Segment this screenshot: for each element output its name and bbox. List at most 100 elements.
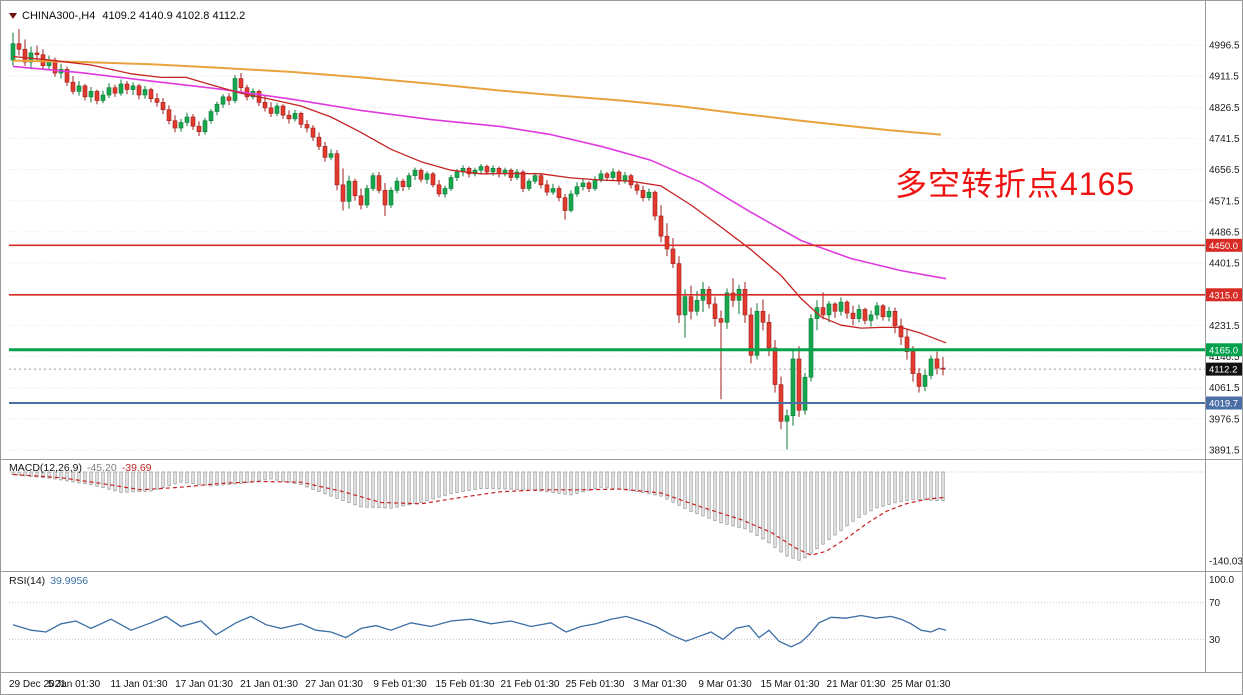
macd-histogram-bar xyxy=(449,471,453,494)
macd-histogram-bar xyxy=(263,471,267,481)
rsi-value: 39.9956 xyxy=(50,575,89,587)
main-grid: 4996.5 4911.5 4826.5 4741.5 4656.5 4571.5 4486… xyxy=(9,41,1240,457)
candle-body xyxy=(670,248,676,264)
y-axis-tick-label: 4061.5 xyxy=(1209,383,1240,394)
chart-annotation-text: 多空转折点4165 xyxy=(895,166,1136,202)
macd-histogram-bar xyxy=(77,471,81,484)
candle-body xyxy=(184,116,190,123)
y-axis-tick-label: 4826.5 xyxy=(1209,103,1240,114)
macd-histogram-bar xyxy=(935,471,939,501)
candle-body xyxy=(334,153,340,186)
macd-histogram-bar xyxy=(593,471,597,490)
macd-histogram-bar xyxy=(839,471,843,531)
macd-histogram-bar xyxy=(245,471,249,483)
candle-body xyxy=(766,321,772,349)
macd-histogram-bar xyxy=(113,471,117,492)
macd-histogram-bar xyxy=(473,471,477,490)
macd-histogram-bar xyxy=(719,471,723,524)
macd-histogram-bar xyxy=(713,471,717,521)
macd-histogram-bar xyxy=(209,471,213,487)
price-tag-4019.7-label: 4019.7 xyxy=(1209,399,1238,410)
candle-body xyxy=(898,325,904,338)
macd-histogram-bar xyxy=(461,471,465,492)
candle-body xyxy=(904,336,910,352)
candle-body xyxy=(574,186,580,195)
macd-histogram-bar xyxy=(509,471,513,490)
candle-body xyxy=(310,127,316,138)
macd-histogram-bar xyxy=(887,471,891,505)
macd-histogram-bar xyxy=(671,471,675,503)
x-axis-tick-label: 9 Mar 01:30 xyxy=(698,679,752,690)
candle-body xyxy=(364,188,370,206)
candle-body xyxy=(166,109,172,121)
macd-histogram-bar xyxy=(701,471,705,517)
x-axis-tick-label: 15 Feb 01:30 xyxy=(436,679,495,690)
candle-body xyxy=(394,180,400,191)
symbol-timeframe-label: CHINA300-,H4 xyxy=(22,10,96,22)
candle-body xyxy=(406,175,412,187)
candle-body xyxy=(280,105,286,116)
macd-histogram-bar xyxy=(401,471,405,507)
time-scale[interactable] xyxy=(1,673,1243,695)
price-tag-4450.0 xyxy=(1206,238,1242,252)
candle-body xyxy=(112,87,118,94)
candle-body xyxy=(352,180,358,197)
macd-histogram-bar xyxy=(773,471,777,548)
price-scale[interactable] xyxy=(1206,1,1243,672)
candle-body xyxy=(562,197,568,211)
macd-histogram-bar xyxy=(107,471,111,490)
macd-histogram-bar xyxy=(431,471,435,500)
macd-histogram-bar xyxy=(299,471,303,486)
macd-histogram-bar xyxy=(659,471,663,497)
macd-histogram-bar xyxy=(581,471,585,493)
macd-histogram-bar xyxy=(269,471,273,480)
macd-histogram-bar xyxy=(905,471,909,502)
macd-histogram-bar xyxy=(359,471,363,508)
macd-histogram-bar xyxy=(167,471,171,487)
rsi-indicator-label: RSI(14) 39.9956 xyxy=(9,575,88,587)
macd-histogram-bar xyxy=(383,471,387,509)
macd-histogram-bar xyxy=(725,471,729,525)
macd-histogram-bar xyxy=(551,471,555,493)
macd-histogram-bar xyxy=(443,471,447,496)
rsi-level-label: 30 xyxy=(1209,635,1221,646)
price-tag-4315.0-label: 4315.0 xyxy=(1209,290,1238,301)
candle-body xyxy=(586,182,592,189)
ma-mid-magenta xyxy=(12,65,947,280)
macd-histogram-bar xyxy=(521,471,525,491)
macd-signal-value: -39.69 xyxy=(121,462,152,474)
macd-histogram-bar xyxy=(161,471,165,488)
panel-borders xyxy=(1,1,1242,673)
rsi-name: RSI(14) xyxy=(9,575,46,587)
macd-histogram-bar xyxy=(125,471,129,493)
candle-body xyxy=(196,125,202,132)
candle-body xyxy=(874,305,880,316)
candle-body xyxy=(616,171,622,182)
macd-histogram-bar xyxy=(389,471,393,509)
macd-histogram-bar xyxy=(689,471,693,512)
macd-histogram-bar xyxy=(221,471,225,486)
candle-body xyxy=(142,89,148,96)
candle-body xyxy=(484,166,490,173)
y-axis-tick-label: 4486.5 xyxy=(1209,227,1240,238)
macd-histogram-bar xyxy=(785,471,789,557)
candle-body xyxy=(202,120,208,132)
candle-body xyxy=(760,310,766,323)
candle-body xyxy=(304,124,310,129)
macd-histogram-bar xyxy=(557,471,561,494)
macd-histogram-bar xyxy=(29,471,33,477)
macd-histogram-bar xyxy=(203,471,207,486)
macd-histogram-bar xyxy=(65,471,69,482)
candle-body xyxy=(724,292,730,323)
candle-body xyxy=(130,85,136,90)
candle-body xyxy=(208,111,214,121)
price-tags: 4450.0 4315.0 4165.0 4019.7 4112.2 xyxy=(1206,238,1242,410)
candle-body xyxy=(856,309,862,319)
candle-body xyxy=(910,351,916,374)
x-axis-tick-label: 5 Jan 01:30 xyxy=(48,679,101,690)
candle-body xyxy=(640,190,646,198)
macd-histogram-bar xyxy=(329,471,333,497)
macd-histogram-bar xyxy=(95,471,99,487)
y-axis-tick-label: 4996.5 xyxy=(1209,41,1240,52)
